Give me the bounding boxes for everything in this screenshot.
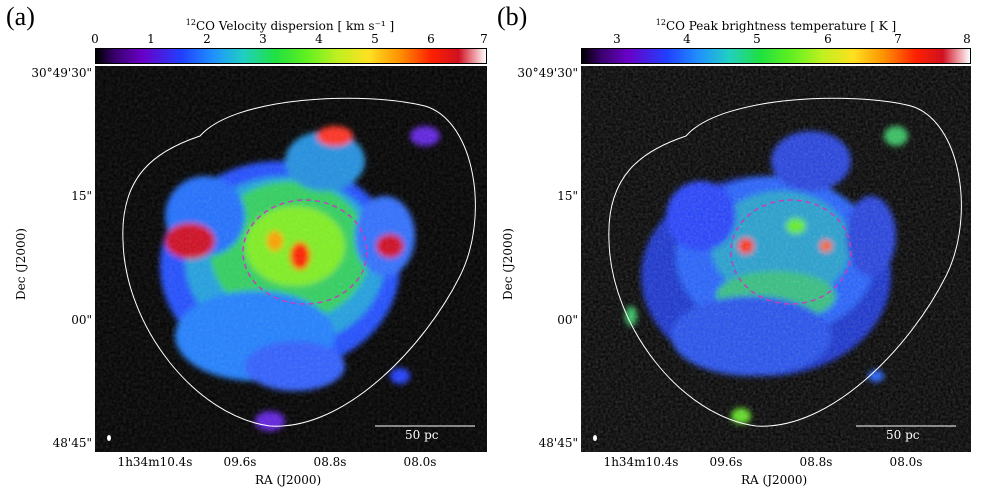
dec-tick: 00"	[71, 313, 92, 327]
colorbar-tick: 6	[427, 32, 435, 46]
ra-tick: 08.0s	[403, 455, 437, 469]
velocity-dispersion-map: 50 pc	[95, 66, 487, 452]
scale-bar-label: 50 pc	[405, 428, 439, 442]
coverage-contour	[608, 97, 962, 427]
colorbar-title: 12CO Peak brightness temperature [ K ]	[655, 18, 897, 33]
dec-tick: 30°49'30"	[31, 66, 92, 80]
ra-tick: 1h34m10.4s	[603, 455, 679, 469]
colorbar-tick: 4	[683, 32, 691, 46]
scale-bar-label: 50 pc	[886, 428, 920, 442]
ra-tick: 1h34m10.4s	[117, 455, 193, 469]
colorbar	[581, 48, 971, 64]
dec-tick: 15"	[71, 189, 92, 203]
peak-brightness-map: 50 pc	[581, 66, 971, 452]
colorbar-tick: 0	[91, 32, 99, 46]
x-axis-title: RA (J2000)	[255, 473, 322, 487]
dashed-circle	[242, 199, 368, 305]
colorbar-tick: 7	[480, 32, 488, 46]
colorbar-tick: 5	[371, 32, 379, 46]
colorbar-tick: 4	[315, 32, 323, 46]
y-axis-title: Dec (J2000)	[501, 228, 515, 300]
dec-tick: 48'45"	[538, 436, 578, 450]
colorbar-tick: 6	[824, 32, 832, 46]
map-svg	[95, 66, 487, 452]
panel-label: (a)	[6, 2, 35, 31]
ra-tick: 08.8s	[799, 455, 833, 469]
map-svg	[581, 66, 971, 452]
dashed-circle	[730, 199, 852, 305]
colorbar-tick: 3	[259, 32, 267, 46]
panel-label: (b)	[497, 2, 528, 31]
colorbar-tick: 2	[203, 32, 211, 46]
ra-tick: 08.0s	[889, 455, 923, 469]
beam-ellipse	[107, 435, 111, 441]
dec-tick: 48'45"	[52, 436, 92, 450]
panel-b: (b) 12CO Peak brightness temperature [ K…	[491, 0, 981, 492]
ra-tick: 09.6s	[223, 455, 257, 469]
dec-tick: 30°49'30"	[517, 66, 578, 80]
dec-tick: 00"	[557, 313, 578, 327]
colorbar	[95, 48, 487, 64]
dec-tick: 15"	[557, 189, 578, 203]
colorbar-tick: 1	[147, 32, 155, 46]
beam-ellipse	[593, 435, 597, 441]
y-axis-title: Dec (J2000)	[14, 228, 28, 300]
colorbar-tick: 5	[753, 32, 761, 46]
panel-a: (a) 12CO Velocity dispersion [ km s⁻¹ ] …	[0, 0, 490, 492]
colorbar-title: 12CO Velocity dispersion [ km s⁻¹ ]	[185, 18, 395, 33]
x-axis-title: RA (J2000)	[741, 473, 808, 487]
colorbar-tick: 7	[894, 32, 902, 46]
ra-tick: 08.8s	[313, 455, 347, 469]
ra-tick: 09.6s	[709, 455, 743, 469]
colorbar-tick: 3	[613, 32, 621, 46]
colorbar-tick: 8	[963, 32, 971, 46]
coverage-contour	[122, 97, 476, 427]
